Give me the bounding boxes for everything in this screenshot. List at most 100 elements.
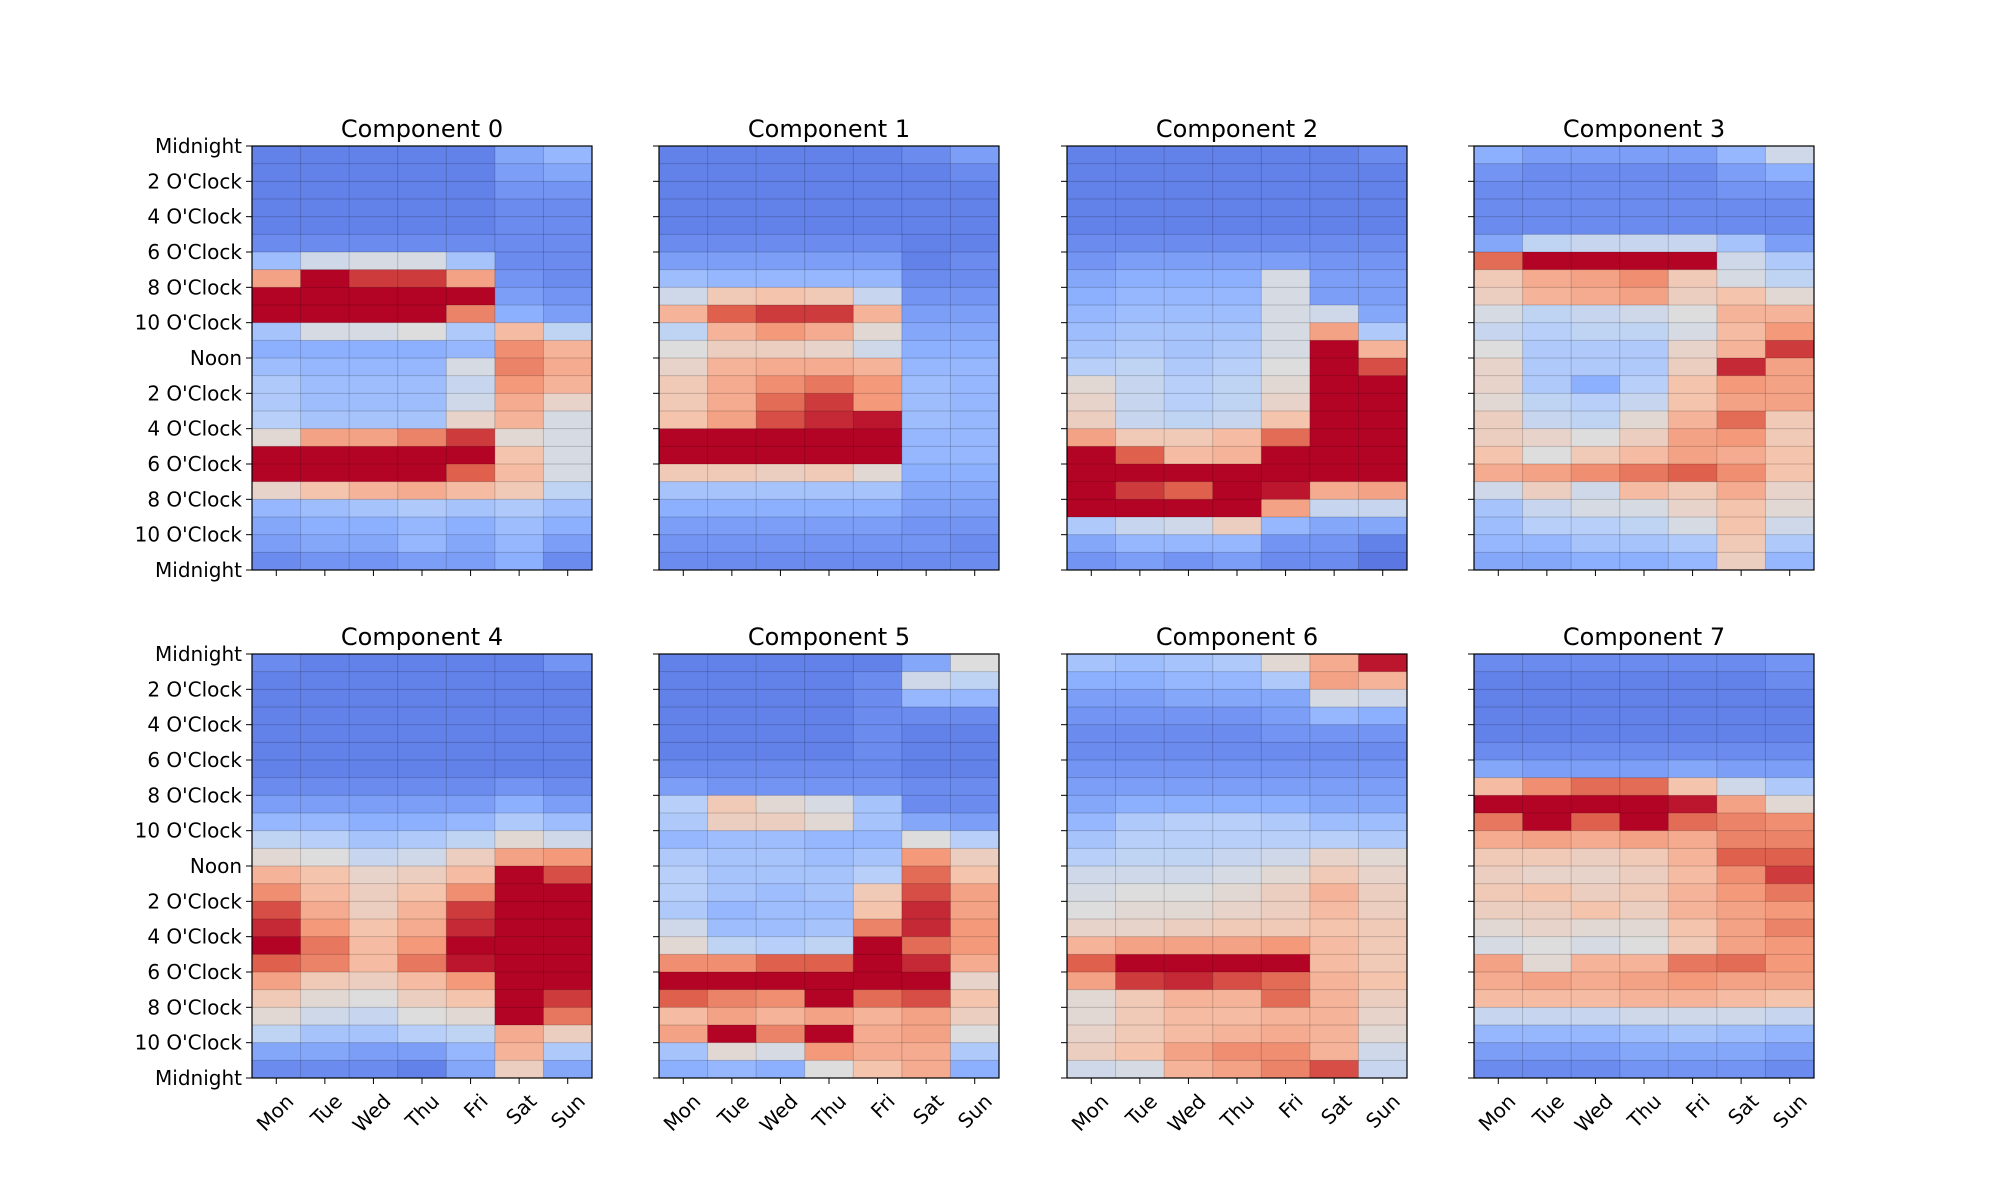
heatmap-cell <box>1619 552 1669 571</box>
heatmap-cell <box>756 393 806 412</box>
heatmap-cell <box>1474 375 1523 394</box>
heatmap-cell <box>1522 234 1572 253</box>
heatmap-cell <box>853 848 903 867</box>
heatmap-cell <box>397 163 447 182</box>
heatmap-cell <box>1115 375 1165 394</box>
heatmap-cell <box>1522 901 1572 920</box>
heatmap-cell <box>901 269 951 288</box>
heatmap-cell <box>1716 428 1766 447</box>
heatmap-cell <box>300 322 350 341</box>
heatmap-cell <box>1474 181 1523 200</box>
heatmap-cell <box>1261 322 1311 341</box>
heatmap-cell <box>1309 411 1359 429</box>
heatmap-cell <box>252 358 301 376</box>
heatmap-cell <box>300 181 350 200</box>
heatmap-cell <box>1474 954 1523 973</box>
heatmap-cell <box>397 707 447 725</box>
heatmap-cell <box>1474 654 1523 672</box>
heatmap-cell <box>349 742 399 761</box>
heatmap-cell <box>1309 813 1359 831</box>
heatmap-cell <box>1309 393 1359 412</box>
heatmap-cell <box>707 883 757 902</box>
heatmap-cell <box>494 234 544 253</box>
heatmap-cell <box>300 1060 350 1079</box>
heatmap-cell <box>1522 252 1572 270</box>
heatmap-cell <box>1067 428 1116 447</box>
heatmap-cell <box>950 671 1000 690</box>
heatmap-cell <box>1067 707 1116 725</box>
heatmap-cell <box>1522 216 1572 235</box>
heatmap-cell <box>1358 989 1408 1008</box>
heatmap-cell <box>1309 428 1359 447</box>
heatmap-cell <box>1212 234 1262 253</box>
heatmap-cell <box>1765 972 1815 990</box>
y-tick-label: 2 O'Clock <box>147 169 242 193</box>
heatmap-cell <box>1619 446 1669 465</box>
heatmap-cell <box>1668 936 1718 955</box>
heatmap-cell <box>950 689 1000 708</box>
y-tick-label: Noon <box>190 346 242 370</box>
heatmap-cell <box>804 446 854 465</box>
heatmap-cell <box>1474 866 1523 884</box>
heatmap-cell <box>901 813 951 831</box>
heatmap-cell <box>1619 707 1669 725</box>
heatmap-cell <box>1261 1042 1311 1061</box>
heatmap-cell <box>1164 919 1214 937</box>
heatmap-cell <box>1474 269 1523 288</box>
heatmap-cell <box>901 464 951 482</box>
heatmap-cell <box>1067 1025 1116 1043</box>
heatmap-cell <box>1716 777 1766 796</box>
heatmap-cell <box>300 830 350 849</box>
heatmap-cell <box>756 322 806 341</box>
heatmap-cell <box>543 989 593 1008</box>
heatmap-cell <box>1668 163 1718 182</box>
heatmap-cell <box>1765 954 1815 973</box>
heatmap-cell <box>1261 552 1311 571</box>
heatmap-cell <box>707 707 757 725</box>
heatmap-cell <box>1619 954 1669 973</box>
heatmap-cell <box>1668 1025 1718 1043</box>
heatmap-cell <box>1668 901 1718 920</box>
heatmap-cell <box>1765 199 1815 217</box>
heatmap-cell <box>1619 1007 1669 1026</box>
heatmap-cell <box>1474 795 1523 814</box>
heatmap-cell <box>1765 428 1815 447</box>
heatmap-cell <box>901 1007 951 1026</box>
heatmap-cell <box>543 252 593 270</box>
heatmap-cell <box>1358 1025 1408 1043</box>
heatmap-cell <box>901 848 951 867</box>
x-tick-label: Sat <box>501 1089 541 1129</box>
heatmap-cell <box>1474 534 1523 553</box>
heatmap-cell <box>1261 777 1311 796</box>
heatmap-cell <box>1474 848 1523 867</box>
heatmap-cell <box>252 742 301 761</box>
heatmap-cell <box>446 305 496 323</box>
heatmap-cell <box>707 552 757 571</box>
heatmap-cell <box>1212 883 1262 902</box>
heatmap-panel-3: Component 3 <box>1468 115 1815 576</box>
heatmap-cell <box>1261 671 1311 690</box>
heatmap-cell <box>397 234 447 253</box>
heatmap-cell <box>804 305 854 323</box>
heatmap-cell <box>1212 163 1262 182</box>
heatmap-cell <box>1716 954 1766 973</box>
heatmap-cell <box>853 707 903 725</box>
heatmap-cell <box>446 707 496 725</box>
heatmap-cell <box>1164 866 1214 884</box>
heatmap-cell <box>804 340 854 359</box>
heatmap-cell <box>349 322 399 341</box>
heatmap-cell <box>1765 830 1815 849</box>
heatmap-cell <box>804 464 854 482</box>
heatmap-cell <box>1668 919 1718 937</box>
heatmap-cell <box>1765 795 1815 814</box>
heatmap-cell <box>901 989 951 1008</box>
heatmap-cell <box>349 671 399 690</box>
heatmap-cell <box>1261 866 1311 884</box>
heatmap-cell <box>543 428 593 447</box>
heatmap-cell <box>1067 305 1116 323</box>
heatmap-cell <box>756 795 806 814</box>
heatmap-cell <box>659 1025 708 1043</box>
heatmap-cell <box>1212 446 1262 465</box>
heatmap-cell <box>707 972 757 990</box>
heatmap-cell <box>804 813 854 831</box>
